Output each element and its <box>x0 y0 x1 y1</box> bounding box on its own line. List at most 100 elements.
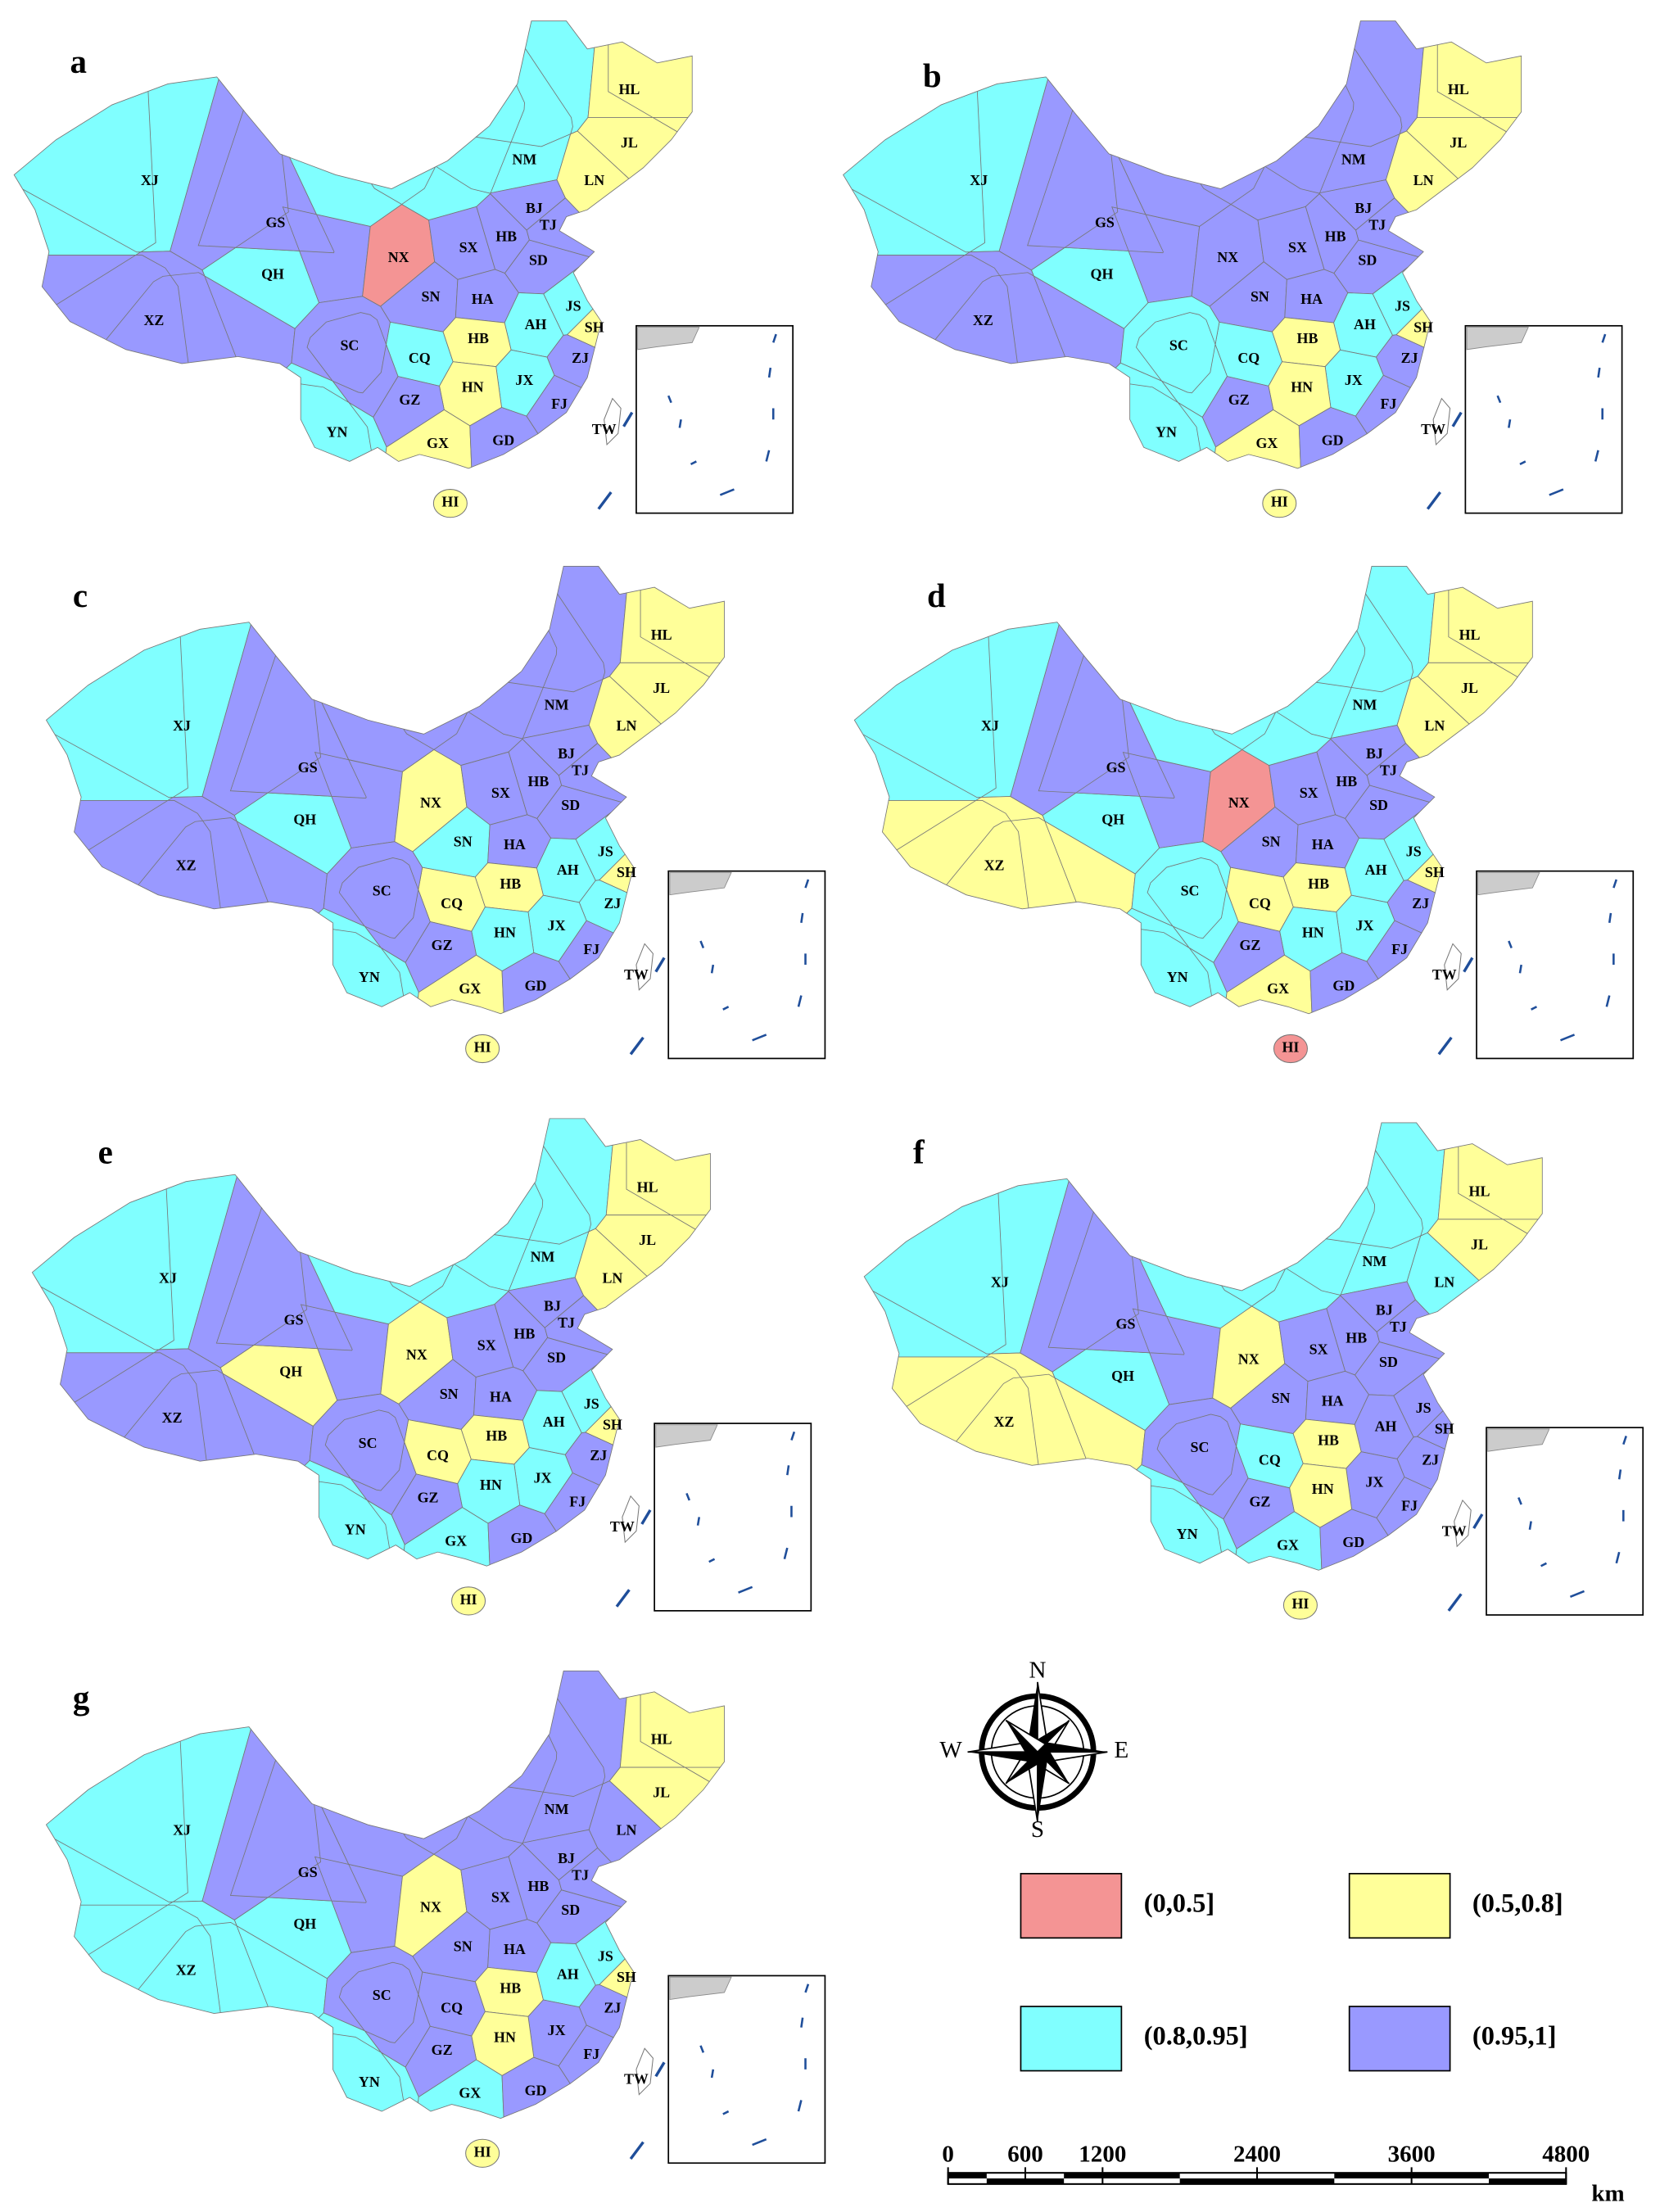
province-label: SD <box>561 1902 580 1918</box>
province-label: NX <box>1228 794 1250 811</box>
province-label: HL <box>651 627 672 643</box>
province <box>1141 1397 1249 1520</box>
province <box>1309 952 1379 1013</box>
province <box>417 954 504 1015</box>
province-label: JS <box>584 1396 599 1412</box>
province-label: CQ <box>409 350 431 366</box>
sea-border <box>615 1509 652 1608</box>
inset-sea-border <box>667 333 777 496</box>
province <box>291 296 399 418</box>
province-label: GD <box>511 1530 533 1546</box>
province-label: HB <box>500 875 521 892</box>
province-label: XZ <box>994 1414 1015 1430</box>
province-label: HB <box>1336 773 1357 789</box>
province-label: ZJ <box>1412 895 1429 911</box>
panel-letter: e <box>98 1133 113 1171</box>
province-label: JL <box>653 1785 670 1801</box>
province <box>853 622 1060 801</box>
province <box>31 1174 237 1354</box>
province <box>863 1178 1070 1358</box>
province-label: TW <box>1432 966 1457 983</box>
province-label: SN <box>454 834 473 850</box>
province-label: JS <box>1416 1400 1432 1416</box>
province-label: HB <box>1318 1432 1339 1448</box>
province <box>321 566 627 772</box>
inset-sea-border <box>699 1984 810 2146</box>
panel-letter: b <box>923 57 942 94</box>
province-label: SX <box>459 239 478 256</box>
province <box>323 1945 431 2068</box>
province-label: SC <box>373 1987 391 2003</box>
legend-swatch <box>1348 1872 1451 1939</box>
province-label: HL <box>651 1731 672 1748</box>
inset-coast <box>1477 871 1540 896</box>
province-label: TW <box>1421 421 1445 437</box>
panel-letter: d <box>927 577 946 614</box>
province-label: SX <box>1288 239 1307 256</box>
province-label: HI <box>1282 1039 1300 1056</box>
province <box>501 952 571 1013</box>
province-label: SD <box>547 1350 566 1366</box>
inset-frame <box>667 870 826 1060</box>
province-label: JX <box>548 917 566 934</box>
compass-south: S <box>1031 1816 1044 1843</box>
province-label: NX <box>1238 1350 1260 1367</box>
province-label: JX <box>1356 917 1374 934</box>
province-label: TW <box>624 966 649 983</box>
province <box>1444 943 1462 991</box>
province-label: XJ <box>991 1273 1009 1290</box>
province <box>417 2059 504 2119</box>
province <box>403 1507 491 1567</box>
legend-label: (0.95,1] <box>1472 2022 1557 2051</box>
province-label: CQ <box>427 1447 449 1463</box>
province-label: GX <box>1256 435 1278 451</box>
province-label: LN <box>617 717 637 734</box>
province-label: CQ <box>441 895 463 911</box>
province-label: HL <box>637 1178 658 1195</box>
province <box>622 1495 640 1544</box>
panel-letter: c <box>73 577 88 614</box>
inset-coast <box>1487 1428 1550 1452</box>
province-label: GX <box>1267 980 1289 997</box>
province-label: XJ <box>981 717 999 734</box>
scale-tick-label: 600 <box>1007 2142 1043 2168</box>
province-label: XJ <box>159 1269 177 1286</box>
province-label: TJ <box>572 1866 589 1883</box>
inset-sea-border <box>685 1431 796 1594</box>
province-label: HI <box>474 2143 491 2160</box>
province-label: HN <box>494 925 516 941</box>
province-label: SH <box>1435 1421 1454 1437</box>
legend-swatch <box>1348 2006 1451 2072</box>
province <box>1432 397 1451 446</box>
province <box>604 397 622 446</box>
sea-border <box>1447 1513 1484 1612</box>
inset-coast <box>637 327 700 351</box>
province-label: SD <box>1379 1354 1398 1370</box>
province <box>323 841 431 963</box>
scale-tick-label: 3600 <box>1388 2142 1436 2168</box>
province-label: HB <box>495 228 517 244</box>
province-label: NM <box>1341 151 1366 167</box>
province-label: YN <box>345 1522 366 1538</box>
province-label: JX <box>515 372 533 388</box>
province-label: QH <box>1101 811 1124 827</box>
province-label: GD <box>1332 977 1355 993</box>
province-label: GZ <box>432 2042 453 2058</box>
province <box>587 41 693 133</box>
province-label: YN <box>1177 1526 1198 1542</box>
province-label: FJ <box>569 1493 586 1509</box>
province-label: YN <box>359 969 380 985</box>
province-label: ZJ <box>1401 350 1418 366</box>
scale-bar-segment <box>1256 2178 1335 2184</box>
scale-bar-segment <box>1179 2178 1257 2184</box>
province-label: SX <box>1309 1341 1328 1357</box>
province <box>1138 1122 1445 1329</box>
province-label: HB <box>527 1878 549 1894</box>
province-label: GS <box>298 759 318 776</box>
scale-tick-label: 2400 <box>1233 2142 1281 2168</box>
province-label: HA <box>504 1941 526 1957</box>
province-label: SC <box>1181 882 1200 898</box>
scale-tick-label: 0 <box>942 2142 954 2168</box>
